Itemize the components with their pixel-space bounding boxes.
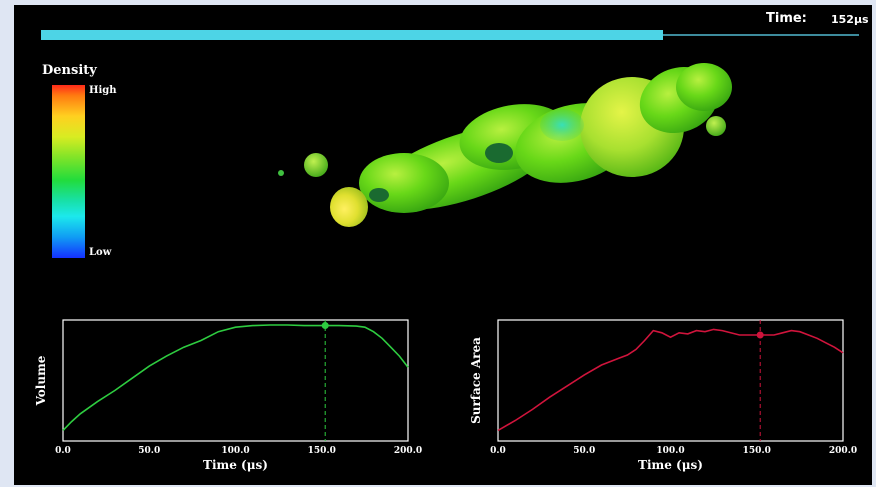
surface-area-chart-cursor-marker[interactable]: [756, 331, 764, 339]
surface-area-chart-x-axis-label: Time (μs): [638, 458, 703, 472]
time-label: Time:: [766, 11, 807, 26]
density-droplet: [278, 170, 284, 176]
density-colorbar: [52, 85, 85, 258]
volume-chart-frame: [62, 319, 409, 442]
legend-title: Density: [42, 63, 97, 78]
volume-chart-cursor-marker[interactable]: [321, 322, 329, 330]
charts-layer: 0.0 50.0 100.0 150.0 200.0 Time (μs) Volume 0.…: [34, 319, 857, 472]
volume-chart-x-tick: 0.0: [55, 446, 71, 456]
simulation-viewport[interactable]: Time: 152μs Density High Low: [14, 5, 872, 485]
surface-area-chart-frame: [497, 319, 844, 442]
surface-area-chart-x-tick: 200.0: [829, 446, 857, 456]
volume-chart-x-axis-label: Time (μs): [203, 458, 268, 472]
volume-chart-x-tick: 200.0: [394, 446, 422, 456]
volume-chart-x-tick: 100.0: [221, 446, 249, 456]
timeline-slider[interactable]: [41, 28, 859, 42]
volume-chart-y-axis-label: Volume: [34, 355, 48, 406]
time-value: 152μs: [831, 13, 869, 26]
surface-area-chart-x-tick: 50.0: [573, 446, 595, 456]
volume-chart-x-tick: 150.0: [308, 446, 336, 456]
surface-area-chart-x-tick: 150.0: [743, 446, 771, 456]
volume-chart-x-tick: 50.0: [138, 446, 160, 456]
volume-chart-series-line: [62, 324, 409, 431]
density-droplet: [304, 153, 328, 177]
surface-area-chart-series-line: [497, 328, 844, 432]
legend-high-label: High: [89, 85, 117, 96]
density-droplet: [706, 116, 726, 136]
legend-low-label: Low: [89, 247, 112, 258]
volume-chart: 0.0 50.0 100.0 150.0 200.0 Time (μs) Volume: [34, 319, 422, 472]
surface-area-chart-x-tick: 0.0: [490, 446, 506, 456]
surface-area-chart-x-tick: 100.0: [656, 446, 684, 456]
surface-area-chart: 0.0 50.0 100.0 150.0 200.0 Time (μs) Surface A…: [469, 319, 857, 472]
timeline-progress-fill: [41, 30, 663, 40]
density-blob: [330, 63, 732, 227]
surface-area-chart-y-axis-label: Surface Area: [469, 337, 483, 424]
isosurface-render[interactable]: [14, 5, 872, 305]
